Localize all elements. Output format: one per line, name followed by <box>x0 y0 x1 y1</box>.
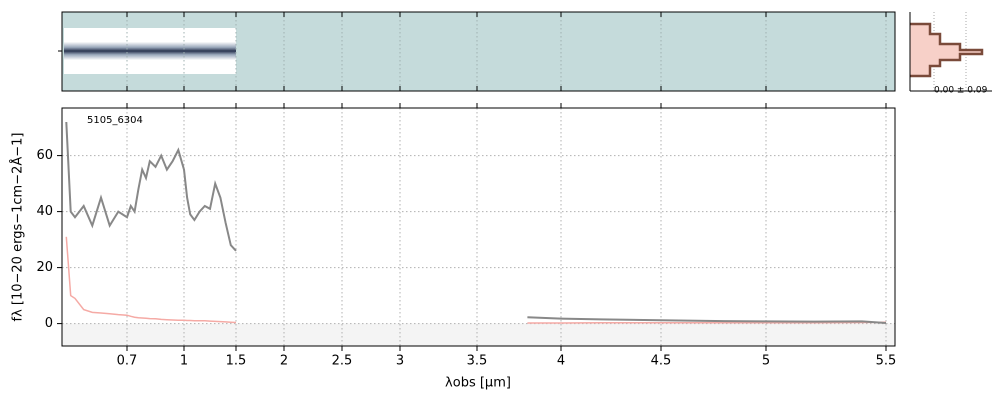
x-tick-label: 3 <box>396 354 404 369</box>
x-tick-label: 5.5 <box>876 354 897 369</box>
trace-image <box>64 28 236 74</box>
x-tick-label: 5 <box>762 354 770 369</box>
series-line <box>65 236 887 324</box>
y-tick-label: 40 <box>36 204 53 219</box>
x-axis-label: λobs [μm] <box>445 376 511 391</box>
x-tick-label: 3.5 <box>467 354 488 369</box>
x-tick-label: 1 <box>180 354 188 369</box>
y-axis-label: fλ [10−20 ergs−1cm−2Å−1] <box>10 133 26 322</box>
x-tick-label: 2.5 <box>332 354 353 369</box>
x-tick-label: 0.7 <box>117 354 138 369</box>
x-tick-label: 4 <box>557 354 565 369</box>
inset-label: 0.00 ± 0.09 <box>934 86 988 96</box>
profile-panel: 0.00 ± 0.09 <box>909 12 992 96</box>
x-tick-label: 4.5 <box>651 354 672 369</box>
series-line <box>65 121 887 324</box>
x-tick-label: 2 <box>280 354 288 369</box>
y-tick-label: 20 <box>36 260 53 275</box>
x-tick-label: 1.5 <box>226 354 247 369</box>
y-tick-label: 0 <box>45 316 53 331</box>
y-tick-label: 60 <box>36 148 53 163</box>
annotation: 5105_6304 <box>87 115 143 126</box>
plot-frame <box>61 107 896 347</box>
negative-band <box>62 323 895 346</box>
plot-area <box>61 107 896 347</box>
